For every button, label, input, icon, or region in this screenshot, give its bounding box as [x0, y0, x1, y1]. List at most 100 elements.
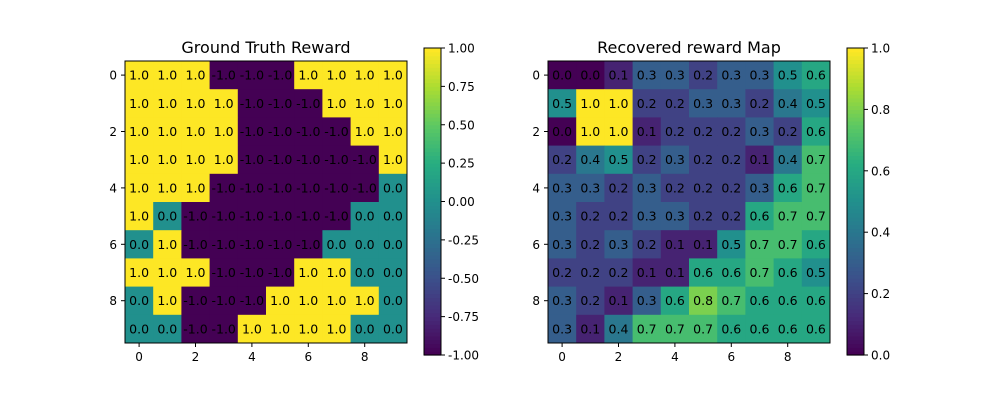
- heatmap-cell: [350, 145, 380, 175]
- colorbar-segment: [424, 186, 441, 191]
- colorbar-segment: [847, 347, 864, 352]
- heatmap-cell: [632, 89, 662, 118]
- cell-value-label: 0.7: [806, 180, 826, 195]
- colorbar-tick-label: 0.6: [871, 164, 890, 178]
- heatmap-cell: [322, 230, 351, 259]
- cell-value-label: -1.0: [212, 68, 236, 83]
- colorbar-segment: [847, 312, 864, 318]
- colorbar-segment: [424, 143, 441, 149]
- y-tick-label: 4: [532, 181, 540, 195]
- cell-value-label: -1.0: [268, 237, 292, 252]
- colorbar-segment: [847, 209, 864, 214]
- cell-value-label: 1.0: [355, 96, 375, 111]
- colorbar-segment: [424, 236, 441, 241]
- heatmap-cell: [689, 89, 718, 118]
- colorbar-segment: [847, 193, 864, 199]
- colorbar-segment: [424, 55, 441, 61]
- cell-value-label: 1.0: [157, 96, 177, 111]
- heatmap-cell: [266, 230, 295, 259]
- x-tick-label: 2: [615, 350, 623, 364]
- cell-value-label: 0.5: [609, 152, 629, 167]
- cell-value-label: -1.0: [296, 209, 320, 224]
- colorbar-segment: [847, 243, 864, 249]
- colorbar-segment: [424, 312, 441, 318]
- cell-value-label: 0.2: [609, 209, 629, 224]
- heatmap-cell: [717, 230, 746, 259]
- cell-value-label: 0.2: [552, 265, 572, 280]
- colorbar-segment: [424, 120, 441, 126]
- colorbar-segment: [847, 48, 864, 53]
- heatmap-cell: [350, 89, 380, 118]
- colorbar-segment: [847, 220, 864, 226]
- cell-value-label: 0.0: [327, 237, 347, 252]
- heatmap-cell: [801, 286, 831, 316]
- cell-value-label: 0.5: [552, 96, 572, 111]
- colorbar-segment: [847, 143, 864, 149]
- colorbar-segment: [424, 205, 441, 210]
- cell-value-label: 0.2: [721, 209, 741, 224]
- colorbar-segment: [847, 55, 864, 61]
- colorbar-segment: [424, 228, 441, 233]
- colorbar-segment: [847, 178, 864, 183]
- cell-value-label: 0.7: [665, 321, 685, 336]
- heatmap-cell: [266, 89, 295, 118]
- ground-truth-panel: Ground Truth Reward 1.0 1.0 1.0 -1.0 -1.0 -1.…: [109, 38, 479, 364]
- cell-value-label: -1.0: [212, 180, 236, 195]
- colorbar-tick-label: 0.00: [448, 195, 475, 209]
- heatmap-cell: [181, 117, 210, 146]
- cell-value-label: 0.2: [721, 180, 741, 195]
- colorbar-segment: [424, 132, 441, 137]
- heatmap-cell: [294, 117, 323, 146]
- cell-value-label: 1.0: [355, 293, 375, 308]
- heatmap-cell: [378, 314, 408, 344]
- cell-value-label: 0.2: [665, 124, 685, 139]
- heatmap-cell: [660, 230, 690, 259]
- cell-value-label: -1.0: [183, 209, 207, 224]
- colorbar-segment: [847, 320, 864, 325]
- x-tick-label: 8: [361, 350, 369, 364]
- cell-value-label: -1.0: [240, 237, 264, 252]
- y-tick-label: 6: [532, 238, 540, 252]
- cell-value-label: -1.0: [268, 265, 292, 280]
- heatmap-cell: [181, 202, 210, 231]
- heatmap-cell: [378, 173, 408, 203]
- heatmap-cell: [378, 117, 408, 146]
- colorbar-segment: [424, 90, 441, 95]
- heatmap-cell: [689, 145, 718, 175]
- cell-value-label: 0.0: [129, 237, 149, 252]
- cell-value-label: 1.0: [214, 96, 234, 111]
- colorbar-tick-label: 0.25: [448, 157, 475, 171]
- cell-value-label: 0.2: [693, 124, 713, 139]
- cell-value-label: 1.0: [383, 152, 403, 167]
- colorbar-segment: [424, 274, 441, 279]
- heatmap-cell: [548, 173, 577, 203]
- colorbar-tick-label: 1.0: [871, 42, 890, 56]
- heatmap-cell: [745, 117, 774, 146]
- heatmap-cell: [294, 286, 323, 316]
- heatmap-cell: [125, 202, 154, 231]
- colorbar-segment: [847, 155, 864, 160]
- cell-value-label: 0.0: [129, 321, 149, 336]
- cell-value-label: 0.3: [750, 124, 770, 139]
- heatmap-cell: [153, 202, 182, 231]
- x-tick-label: 4: [248, 350, 256, 364]
- ground-truth-colorbar: -1.00 -0.75 -0.50 -0.25 0.00 0.25 0.50 0.75 1.00: [423, 42, 479, 363]
- heatmap-cell: [773, 61, 803, 90]
- cell-value-label: 0.1: [637, 265, 657, 280]
- colorbar-segment: [847, 213, 864, 218]
- cell-value-label: 1.0: [157, 180, 177, 195]
- colorbar-segment: [847, 308, 864, 314]
- colorbar-segment: [847, 289, 864, 295]
- heatmap-cell: [717, 258, 746, 287]
- colorbar-segment: [424, 147, 441, 153]
- cell-value-label: -1.0: [183, 293, 207, 308]
- colorbar-segment: [424, 86, 441, 91]
- colorbar-segment: [847, 105, 864, 110]
- cell-value-label: 0.8: [693, 293, 713, 308]
- cell-value-label: -1.0: [296, 237, 320, 252]
- cell-value-label: -1.0: [240, 152, 264, 167]
- colorbar-tick-label: 1.00: [448, 42, 475, 56]
- cell-value-label: 0.0: [383, 237, 403, 252]
- cell-value-label: 0.4: [609, 321, 629, 336]
